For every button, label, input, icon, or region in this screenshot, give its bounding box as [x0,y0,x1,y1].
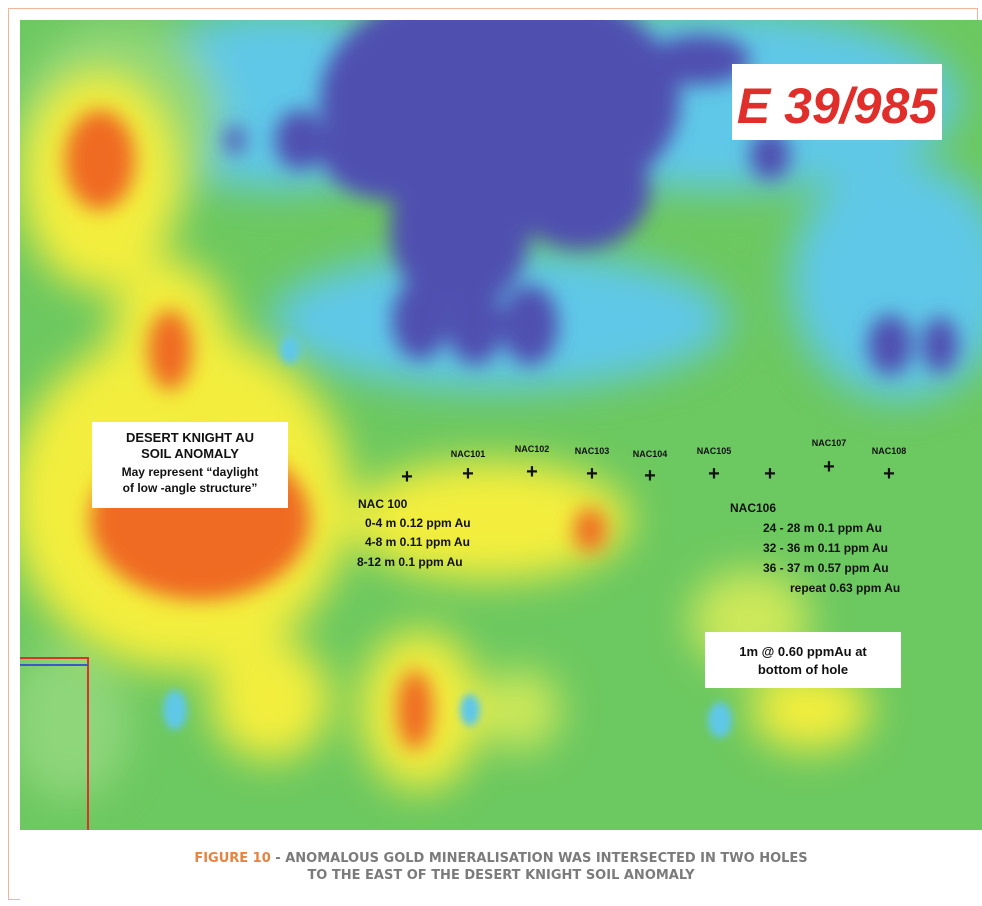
tenement-label: E 39/985 [737,78,938,134]
anomaly-line-2: SOIL ANOMALY [141,446,239,461]
nac106-interval: 32 - 36 m 0.11 ppm Au [763,541,888,555]
anomaly-callout-box [92,422,288,508]
hole-8: NAC108 + [872,446,907,485]
hole-marker-icon: + [708,463,720,485]
hole-0: + [401,466,413,488]
tenement-boundary-red [20,657,89,830]
nac106-interval: 24 - 28 m 0.1 ppm Au [763,521,882,535]
hole-marker-icon: + [764,463,776,485]
anomaly-line-3: May represent “daylight [122,465,259,479]
hole-2: NAC102 + [515,444,550,483]
hole-label: NAC104 [633,449,668,459]
nac100-title: NAC 100 [358,497,408,511]
anomaly-line-1: DESERT KNIGHT AU [126,430,254,445]
heat-map-svg: E 39/985 DESERT KNIGHT AU SOIL ANOMALY M… [20,20,982,830]
hole-marker-icon: + [526,461,538,483]
soil-anomaly-map: E 39/985 DESERT KNIGHT AU SOIL ANOMALY M… [20,20,982,830]
hole-6: + [764,463,776,485]
bottom-note-line-2: bottom of hole [758,662,848,677]
nac106-interval: repeat 0.63 ppm Au [790,581,900,595]
tenement-label-box [732,64,942,140]
cyan-spots [163,336,732,738]
hole-label: NAC105 [697,446,732,456]
caption-line-2: TO THE EAST OF THE DESERT KNIGHT SOIL AN… [307,868,695,883]
hole-label: NAC108 [872,446,907,456]
hole-label: NAC101 [451,449,486,459]
figure-caption: FIGURE 10 - ANOMALOUS GOLD MINERALISATIO… [20,830,982,900]
hole-marker-icon: + [462,463,474,485]
hole-marker-icon: + [586,463,598,485]
hole-label: NAC103 [575,446,610,456]
hole-marker-icon: + [883,463,895,485]
hole-3: NAC103 + [575,446,610,485]
bottom-note-box [705,632,901,688]
hole-marker-icon: + [644,465,656,487]
figure-number: FIGURE 10 [194,851,271,866]
hole-7: NAC107 + [812,438,847,478]
nac100-interval: 4-8 m 0.11 ppm Au [365,535,470,549]
purple-lows [225,20,958,375]
nac106-interval: 36 - 37 m 0.57 ppm Au [763,561,889,575]
caption-text-1: - ANOMALOUS GOLD MINERALISATION WAS INTE… [270,851,808,866]
nac100-interval: 0-4 m 0.12 ppm Au [365,516,471,530]
hole-label: NAC107 [812,438,847,448]
hole-marker-icon: + [401,466,413,488]
hole-label: NAC102 [515,444,550,454]
hole-5: NAC105 + [697,446,732,485]
anomaly-line-4: of low -angle structure” [123,481,258,495]
hole-1: NAC101 + [451,449,486,485]
caption-line-1: FIGURE 10 - ANOMALOUS GOLD MINERALISATIO… [20,850,982,867]
hole-marker-icon: + [823,456,835,478]
nac106-title: NAC106 [730,501,776,515]
nac100-interval: 8-12 m 0.1 ppm Au [357,555,463,569]
hole-4: NAC104 + [633,449,668,487]
bottom-note-line-1: 1m @ 0.60 ppmAu at [739,644,867,659]
